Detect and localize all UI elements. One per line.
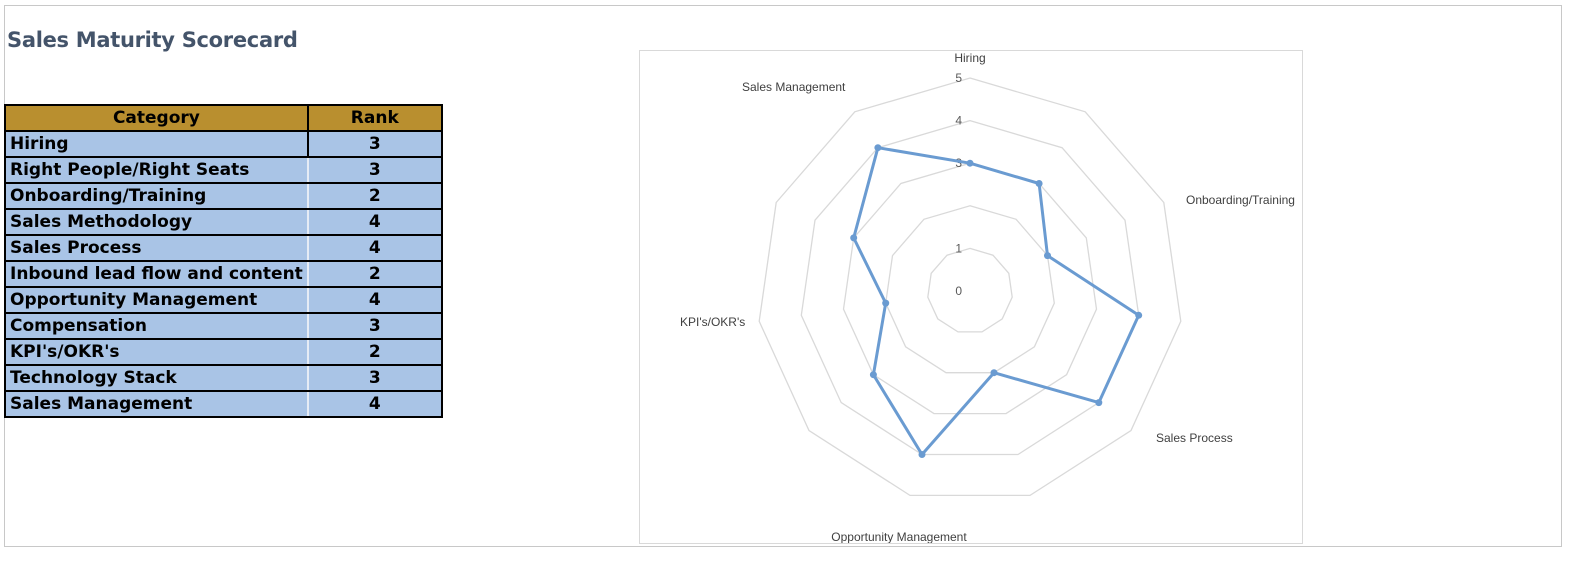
category-cell[interactable]: KPI's/OKR's	[4, 338, 309, 366]
rank-cell[interactable]: 4	[306, 390, 443, 418]
category-label: Opportunity Management	[831, 530, 967, 543]
category-label: Sales Process	[1156, 431, 1233, 445]
data-point	[966, 159, 974, 167]
rank-cell[interactable]: 4	[306, 234, 443, 262]
rank-cell[interactable]: 3	[306, 312, 443, 340]
table-row: Sales Management 4	[4, 390, 443, 418]
rank-cell[interactable]: 2	[306, 182, 443, 210]
data-point	[990, 369, 998, 377]
data-point	[882, 299, 890, 307]
data-point	[869, 371, 877, 379]
category-label: KPI's/OKR's	[680, 315, 745, 329]
tick-label: 0	[955, 284, 962, 298]
table-row: Sales Methodology 4	[4, 208, 443, 236]
grid-ring	[758, 77, 1182, 497]
category-label: Sales Management	[742, 80, 846, 94]
data-point	[1035, 180, 1043, 187]
table-row: Inbound lead flow and content 2	[4, 260, 443, 288]
category-cell[interactable]: Right People/Right Seats	[4, 156, 309, 184]
table-row: KPI's/OKR's 2	[4, 338, 443, 366]
category-cell[interactable]: Sales Process	[4, 234, 309, 262]
tick-label: 1	[955, 241, 962, 255]
tick-label: 4	[955, 114, 962, 128]
category-cell[interactable]: Opportunity Management	[4, 286, 309, 314]
data-point	[1135, 311, 1143, 319]
rank-cell[interactable]: 2	[306, 338, 443, 366]
data-point	[874, 144, 882, 152]
tick-label: 3	[955, 156, 962, 170]
rank-cell[interactable]: 2	[306, 260, 443, 288]
grid-ring	[842, 162, 1098, 415]
rank-cell[interactable]: 4	[306, 286, 443, 314]
scorecard-table: Category Rank Hiring 3 Right People/Right …	[4, 104, 443, 418]
table-row: Compensation 3	[4, 312, 443, 340]
grid-ring	[800, 119, 1140, 456]
table-row: Technology Stack 3	[4, 364, 443, 392]
category-cell[interactable]: Hiring	[4, 130, 309, 158]
rank-cell[interactable]: 3	[306, 130, 443, 158]
category-cell[interactable]: Inbound lead flow and content	[4, 260, 309, 288]
data-point	[850, 234, 858, 242]
rank-cell[interactable]: 3	[306, 156, 443, 184]
category-header[interactable]: Category	[4, 104, 309, 132]
tick-label: 5	[955, 71, 962, 85]
rank-cell[interactable]: 3	[306, 364, 443, 392]
grid-ring	[927, 247, 1013, 333]
data-point	[918, 451, 926, 458]
series-line	[852, 146, 1141, 456]
data-point	[1044, 252, 1051, 260]
rank-cell[interactable]: 4	[306, 208, 443, 236]
radar-chart[interactable]: 0 1 3 4 5 Hiring Onboarding/Training Sales Proc…	[639, 50, 1303, 544]
category-cell[interactable]: Compensation	[4, 312, 309, 340]
table-row: Right People/Right Seats 3	[4, 156, 443, 184]
table-row: Sales Process 4	[4, 234, 443, 262]
table-row: Opportunity Management 4	[4, 286, 443, 314]
category-cell[interactable]: Sales Methodology	[4, 208, 309, 236]
table-header-row: Category Rank	[4, 104, 443, 132]
radar-chart-svg: 0 1 3 4 5 Hiring Onboarding/Training Sales Proc…	[680, 51, 1295, 544]
table-row: Onboarding/Training 2	[4, 182, 443, 210]
category-label: Onboarding/Training	[1186, 193, 1295, 207]
category-cell[interactable]: Technology Stack	[4, 364, 309, 392]
data-point	[1095, 399, 1103, 407]
category-cell[interactable]: Sales Management	[4, 390, 309, 418]
rank-header[interactable]: Rank	[306, 104, 443, 132]
page-title: Sales Maturity Scorecard	[7, 28, 298, 52]
category-label: Hiring	[954, 51, 985, 65]
grid-ring	[885, 205, 1055, 374]
table-row: Hiring 3	[4, 130, 443, 158]
category-cell[interactable]: Onboarding/Training	[4, 182, 309, 210]
